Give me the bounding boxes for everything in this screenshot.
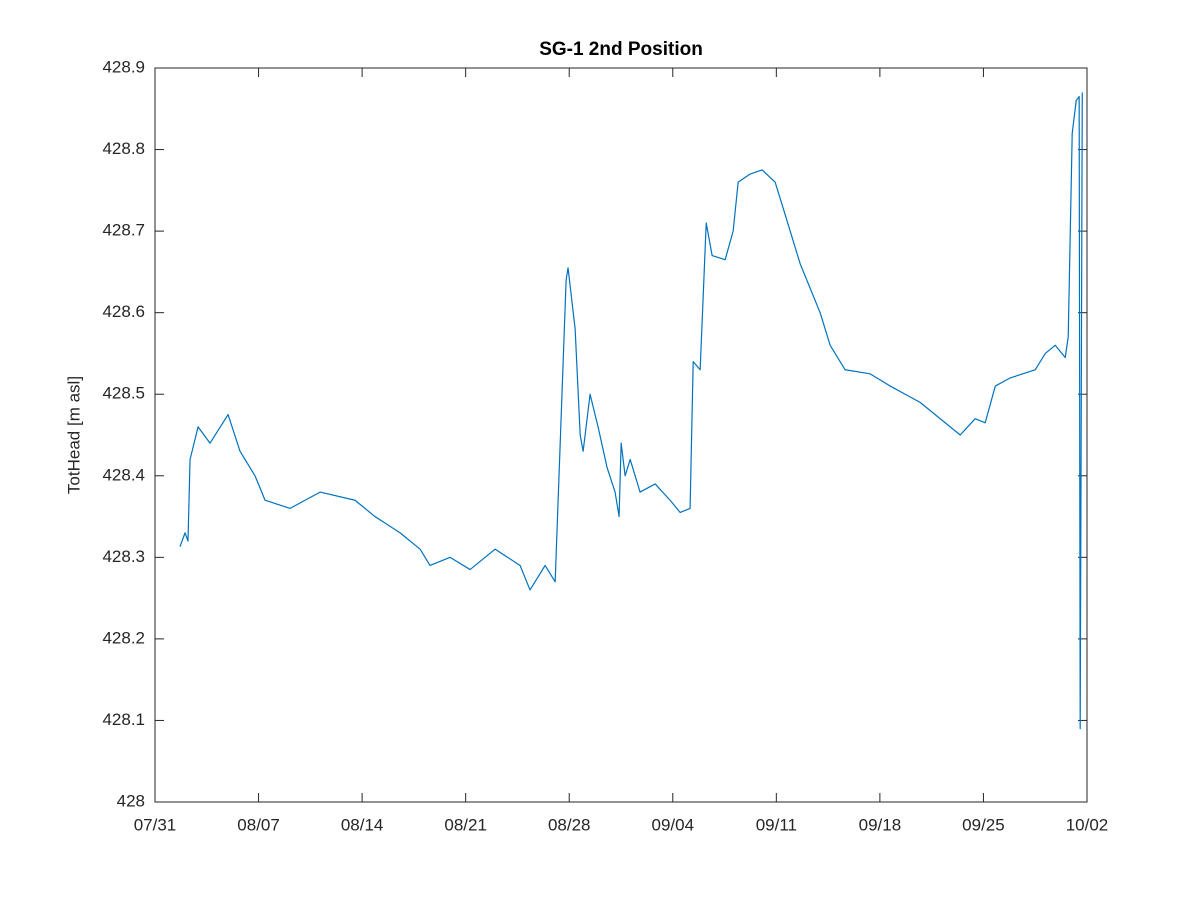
y-tick-label: 428.8 <box>102 139 145 158</box>
y-tick-label: 428.9 <box>102 57 145 76</box>
y-tick-label: 428.6 <box>102 302 145 321</box>
chart-title: SG-1 2nd Position <box>539 39 703 60</box>
y-tick-label: 428.4 <box>102 465 145 484</box>
x-tick-label: 09/04 <box>652 815 695 834</box>
x-tick-label: 09/18 <box>859 815 902 834</box>
y-tick-label: 428.7 <box>102 221 145 240</box>
x-tick-label: 09/11 <box>756 815 797 834</box>
y-tick-label: 428.2 <box>102 628 145 647</box>
y-axis-label: TotHead [m asl] <box>64 376 83 494</box>
x-tick-label: 08/07 <box>237 815 280 834</box>
x-tick-label: 08/21 <box>444 815 487 834</box>
x-tick-label: 08/14 <box>341 815 384 834</box>
y-tick-label: 428 <box>117 791 145 810</box>
axes-box <box>154 67 1088 803</box>
y-tick-label: 428.1 <box>102 710 145 729</box>
x-tick-label: 08/28 <box>548 815 591 834</box>
y-tick-label: 428.3 <box>102 547 145 566</box>
x-tick-label: 09/25 <box>962 815 1005 834</box>
x-tick-label: 07/31 <box>134 815 177 834</box>
x-tick-label: 10/02 <box>1066 815 1109 834</box>
y-tick-label: 428.5 <box>102 384 145 403</box>
data-line <box>179 92 1083 730</box>
